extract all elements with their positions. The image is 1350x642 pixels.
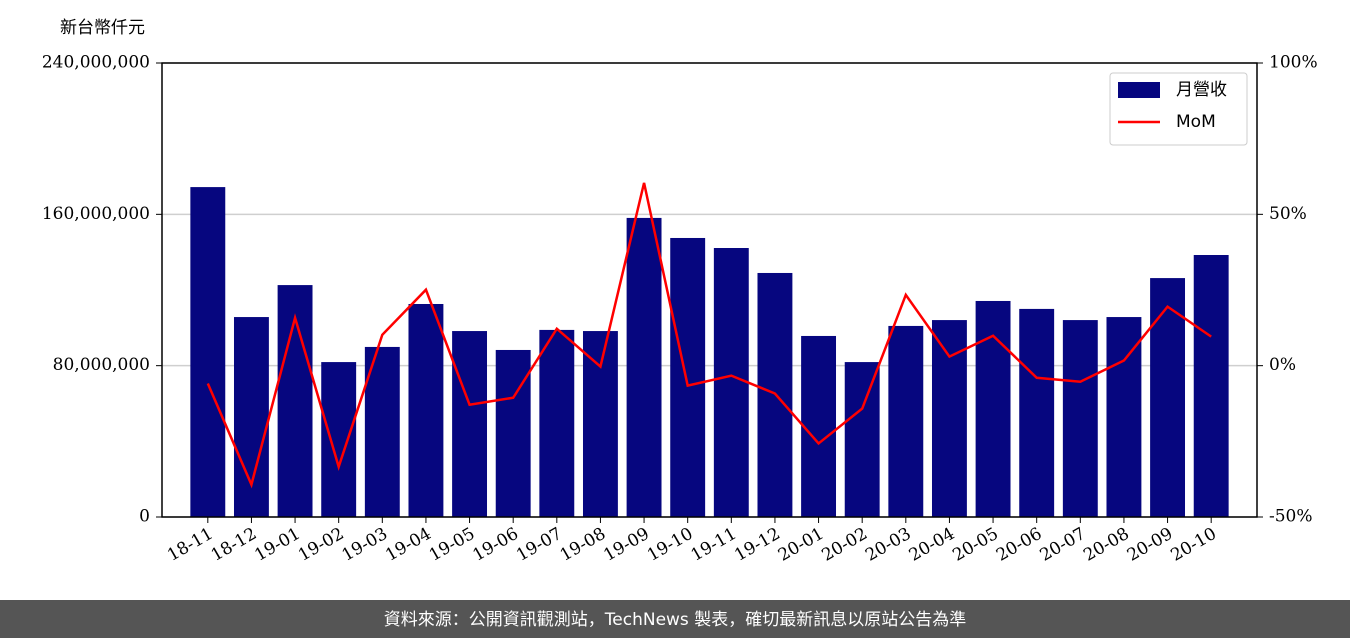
bar	[321, 362, 357, 517]
y-axis-label: 新台幣仟元	[60, 18, 145, 38]
bar	[1150, 278, 1186, 517]
bar	[364, 346, 400, 517]
y2-tick-label: -50%	[1269, 507, 1313, 527]
y2-tick-label: 50%	[1269, 204, 1307, 224]
bar	[190, 187, 226, 518]
y2-tick-label: 100%	[1269, 53, 1318, 73]
bar	[844, 362, 880, 517]
legend: 月營收 MoM	[1109, 72, 1248, 146]
bar	[1019, 308, 1055, 517]
y-tick-label: 80,000,000	[53, 355, 150, 375]
bar	[1193, 255, 1229, 518]
bar	[801, 335, 837, 517]
legend-label: MoM	[1176, 112, 1216, 132]
bar	[931, 320, 967, 517]
bar	[277, 285, 313, 517]
footer: 資料來源：公開資訊觀測站，TechNews 製表，確切最新訊息以原站公告為準	[384, 610, 966, 630]
y-tick-label: 0	[139, 507, 150, 527]
bar	[670, 237, 706, 517]
bar	[539, 329, 575, 517]
y-tick-label: 160,000,000	[42, 204, 150, 224]
bar	[495, 349, 531, 517]
bar	[888, 325, 924, 517]
bar	[975, 300, 1011, 517]
line	[206, 182, 1212, 489]
plot-frame	[161, 62, 1258, 518]
bar	[582, 331, 618, 517]
legend-swatch	[1118, 82, 1160, 98]
bar	[1062, 320, 1098, 517]
bar	[713, 248, 749, 517]
y-tick-label: 240,000,000	[42, 53, 150, 73]
y2-tick-label: 0%	[1269, 355, 1296, 375]
legend-label: 月營收	[1176, 80, 1227, 100]
bar	[1106, 317, 1142, 517]
bar	[626, 217, 662, 518]
footer-bar	[0, 600, 1350, 638]
bar	[452, 331, 488, 517]
bar	[408, 303, 444, 517]
